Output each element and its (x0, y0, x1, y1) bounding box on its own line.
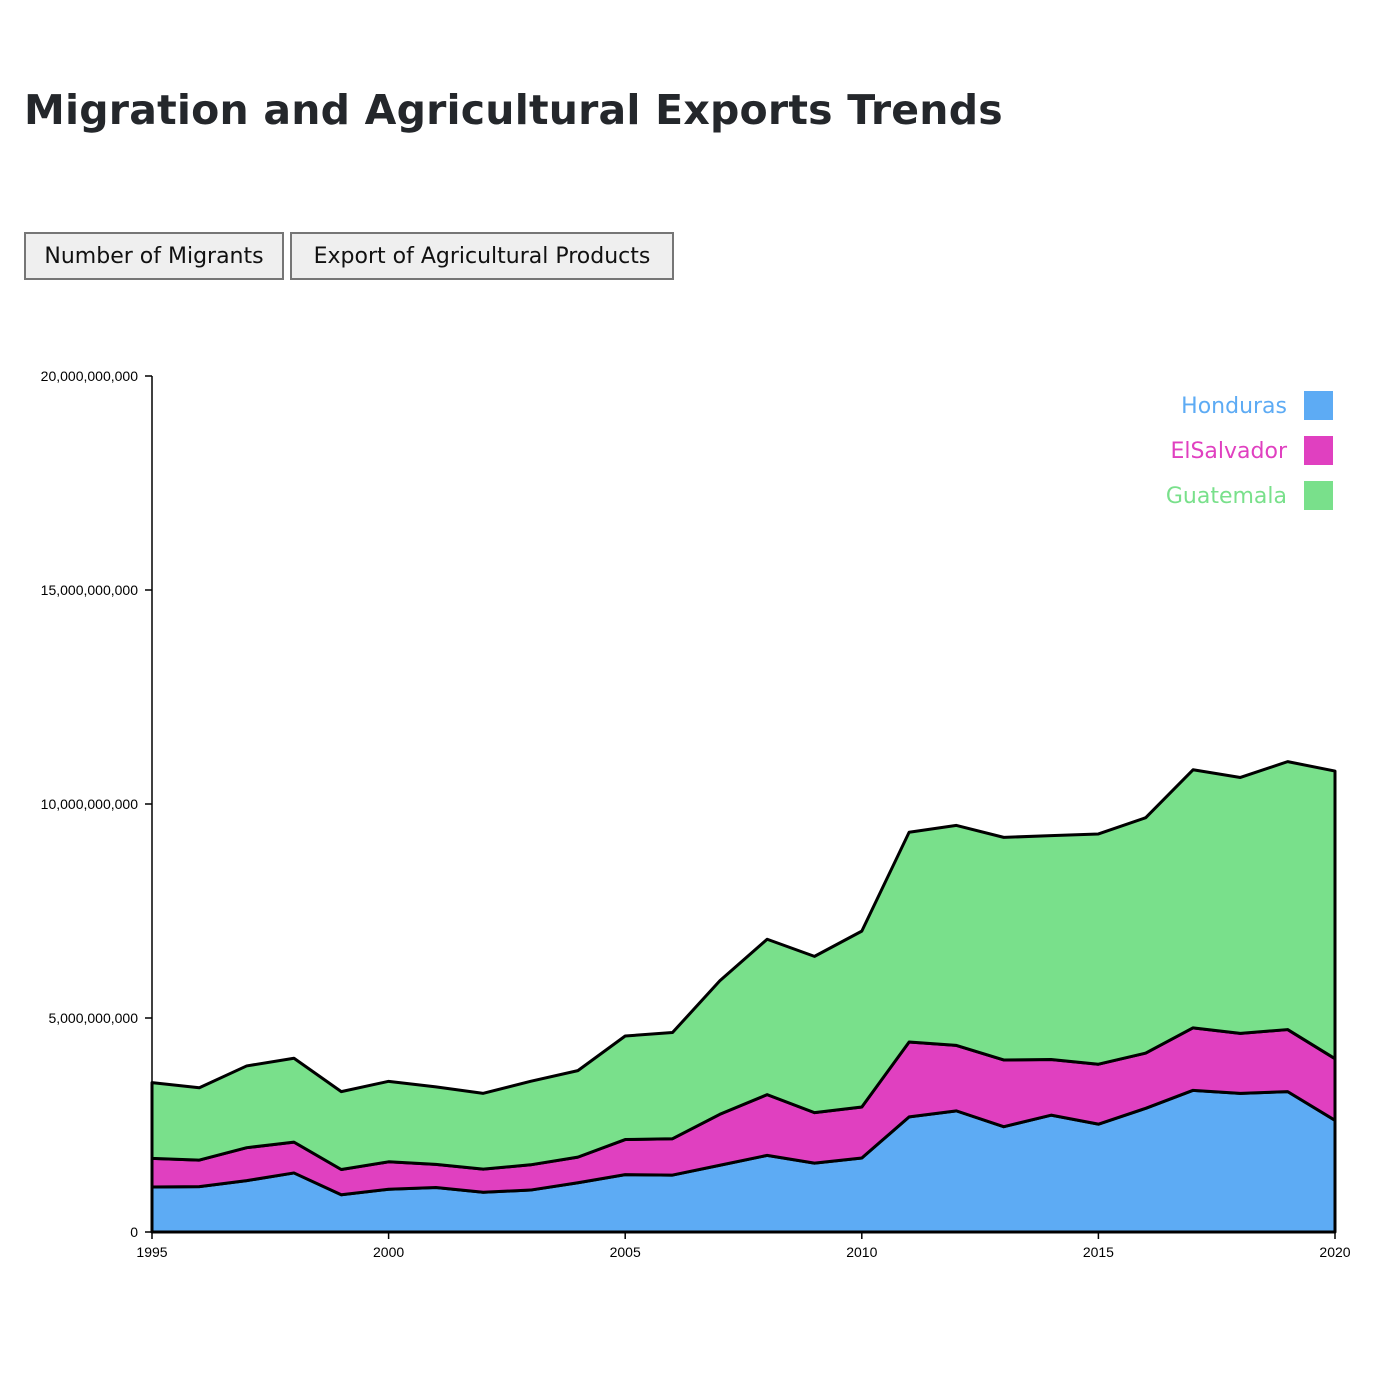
legend-label: ElSalvador (1170, 439, 1287, 464)
x-tick-label: 2020 (1319, 1244, 1350, 1260)
legend-item-elsalvador: ElSalvador (1170, 436, 1333, 465)
y-tick-label: 5,000,000,000 (48, 1010, 138, 1026)
legend: Honduras ElSalvador Guatemala (1166, 391, 1333, 510)
y-tick-label: 10,000,000,000 (41, 796, 139, 812)
x-tick-label: 2010 (846, 1244, 877, 1260)
area-guatemala (150, 760, 1337, 1172)
y-tick-label: 15,000,000,000 (41, 582, 139, 598)
x-tick-label: 2000 (373, 1244, 404, 1260)
legend-item-guatemala: Guatemala (1166, 481, 1333, 510)
area-layers (150, 760, 1337, 1234)
legend-label: Guatemala (1166, 484, 1287, 509)
y-tick-label: 0 (130, 1224, 138, 1240)
y-axis: 0 5,000,000,000 10,000,000,000 15,000,000,0… (41, 368, 153, 1240)
export-agricultural-products-button[interactable]: Export of Agricultural Products (290, 232, 674, 280)
page-title: Migration and Agricultural Exports Trend… (24, 86, 1003, 134)
x-tick-label: 2005 (610, 1244, 641, 1260)
x-tick-label: 1995 (136, 1244, 167, 1260)
number-of-migrants-button[interactable]: Number of Migrants (24, 232, 284, 280)
legend-label: Honduras (1181, 394, 1287, 419)
x-tick-label: 2015 (1083, 1244, 1114, 1260)
legend-swatch (1304, 391, 1333, 420)
y-tick-label: 20,000,000,000 (41, 368, 139, 384)
legend-swatch (1304, 436, 1333, 465)
legend-item-honduras: Honduras (1181, 391, 1333, 420)
x-axis: 1995 2000 2005 2010 2015 2020 (136, 1231, 1351, 1260)
legend-swatch (1304, 481, 1333, 510)
